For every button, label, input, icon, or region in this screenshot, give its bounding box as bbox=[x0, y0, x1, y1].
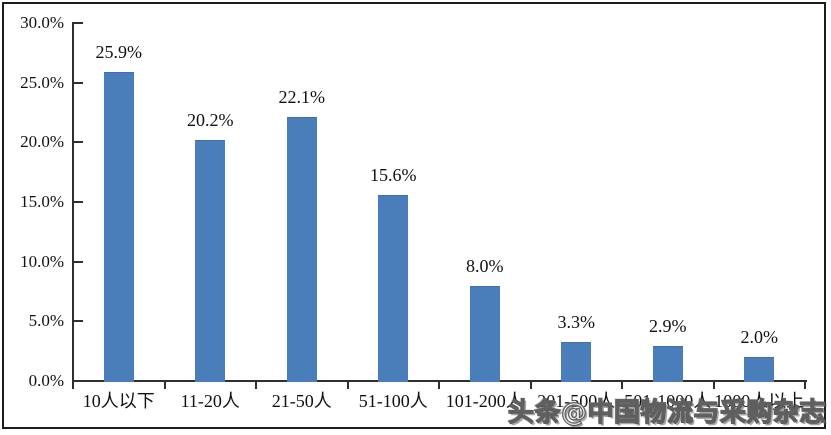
bar bbox=[652, 346, 683, 382]
y-tick-label: 5.0% bbox=[28, 311, 64, 331]
x-category-label: 101-200人 bbox=[445, 391, 524, 411]
x-category-label: 10人以下 bbox=[82, 391, 155, 411]
bar-value-label: 2.9% bbox=[649, 316, 687, 337]
y-axis-line bbox=[72, 22, 74, 382]
chart-border bbox=[2, 2, 826, 429]
x-tick bbox=[529, 382, 532, 389]
y-tick-label: 10.0% bbox=[20, 251, 64, 271]
x-tick bbox=[163, 382, 166, 389]
y-tick-label: 20.0% bbox=[20, 132, 64, 152]
x-category-label: 11-20人 bbox=[180, 391, 240, 411]
y-tick bbox=[74, 201, 83, 203]
x-tick bbox=[346, 382, 349, 389]
y-tick-label: 15.0% bbox=[20, 192, 64, 211]
bar-value-label: 2.0% bbox=[740, 327, 779, 348]
bar bbox=[469, 285, 500, 382]
x-category-label: 21-50人 bbox=[271, 391, 332, 411]
y-tick bbox=[74, 320, 83, 323]
x-category-label: 1000人以上 bbox=[714, 391, 805, 411]
x-tick bbox=[712, 382, 715, 389]
bar bbox=[103, 71, 134, 382]
bar bbox=[561, 341, 592, 382]
y-tick-label: 0.0% bbox=[28, 371, 64, 390]
bar-value-label: 15.6% bbox=[370, 164, 417, 185]
x-category-label: 201-500人 bbox=[537, 391, 616, 411]
y-tick bbox=[74, 260, 83, 263]
x-tick bbox=[438, 382, 440, 389]
x-tick bbox=[804, 382, 806, 389]
bar-value-label: 22.1% bbox=[278, 87, 326, 108]
bar-value-label: 8.0% bbox=[466, 255, 504, 276]
y-tick-label: 25.0% bbox=[20, 72, 64, 92]
bar bbox=[195, 139, 226, 382]
bar-value-label: 20.2% bbox=[187, 109, 234, 130]
y-tick bbox=[74, 141, 83, 144]
x-tick bbox=[72, 382, 74, 389]
watermark: 头条@中国物流与采购杂志 bbox=[507, 397, 826, 428]
x-category-label: 51-100人 bbox=[358, 391, 428, 411]
bar-value-label: 3.3% bbox=[557, 311, 596, 332]
x-tick bbox=[621, 382, 623, 389]
y-tick bbox=[74, 22, 83, 24]
x-axis-line bbox=[72, 380, 807, 382]
x-category-label: 501-1000人 bbox=[624, 391, 712, 411]
bar bbox=[744, 357, 775, 382]
x-tick bbox=[255, 382, 257, 389]
bar-value-label: 25.9% bbox=[95, 41, 143, 62]
bar bbox=[286, 117, 317, 382]
y-tick-label: 30.0% bbox=[20, 13, 64, 32]
y-tick bbox=[74, 81, 83, 84]
bar bbox=[378, 194, 409, 382]
